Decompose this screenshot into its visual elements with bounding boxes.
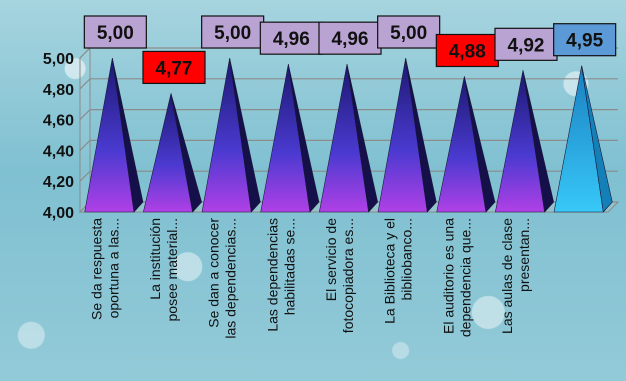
y-tick-label: 4,60: [43, 113, 74, 130]
data-label-text: 4,95: [566, 31, 603, 52]
category-label: dependencia que...: [457, 218, 473, 337]
bar: [318, 64, 378, 213]
bar-side-face: [170, 93, 202, 213]
data-label-box: [553, 23, 617, 57]
data-label-text: 5,00: [214, 23, 251, 44]
data-label-box: [435, 33, 499, 68]
data-label-text: 4,92: [508, 35, 545, 56]
y-tick-label: 4,80: [43, 82, 74, 99]
y-tick-label: 5,00: [43, 51, 74, 68]
data-label-box: [201, 15, 265, 49]
category-label: presentan...: [516, 218, 532, 292]
category-label: La Biblioteca y el: [382, 218, 398, 324]
data-label-text: 4,96: [273, 29, 310, 50]
data-label: 5,00: [83, 15, 147, 49]
side-wall: [79, 46, 91, 214]
bar: [436, 76, 496, 213]
bar-side-face: [405, 57, 437, 213]
category-label: Las dependencias: [264, 218, 280, 332]
bar-side-face: [112, 57, 144, 213]
gridline: [79, 139, 618, 151]
category-label: fotocopiadora es...: [340, 218, 356, 333]
category-label: La institución: [147, 218, 163, 300]
data-label-box: [377, 15, 441, 49]
bar: [377, 57, 437, 213]
gridline: [79, 78, 618, 90]
category-label: El auditorio es una: [440, 218, 456, 334]
category-label: Se da respuesta: [88, 218, 104, 320]
data-label-box: [83, 15, 147, 49]
bar-side-face: [522, 70, 554, 213]
data-label: 4,77: [142, 50, 206, 85]
data-label: 5,00: [377, 15, 441, 49]
gridline: [79, 108, 618, 121]
data-label: 4,92: [494, 27, 558, 61]
data-label-text: 5,00: [390, 23, 427, 44]
bar-side-face: [229, 57, 261, 213]
y-tick-label: 4,40: [43, 143, 74, 160]
category-label: Se dan a conocer: [206, 218, 222, 328]
bar: [260, 64, 320, 213]
bar-side-face: [581, 65, 613, 213]
data-label: 4,96: [318, 21, 382, 55]
bar-side-face: [464, 76, 496, 213]
data-label: 4,88: [435, 33, 499, 68]
gridline: [79, 170, 618, 182]
data-label-box: [142, 50, 206, 85]
data-label: 4,96: [259, 21, 323, 55]
category-label: habilitadas se...: [281, 218, 297, 315]
category-label: posee material...: [164, 218, 180, 322]
data-label-box: [259, 21, 323, 55]
data-label-box: [494, 27, 558, 61]
data-label-text: 4,96: [332, 29, 369, 50]
data-label-box: [318, 21, 382, 55]
data-label: 5,00: [201, 15, 265, 49]
bar: [553, 65, 613, 213]
bar-side-face: [346, 64, 378, 213]
bar: [494, 70, 554, 213]
data-label-text: 4,77: [156, 58, 193, 79]
data-label: 4,95: [553, 23, 617, 57]
bar: [84, 57, 144, 213]
category-label: El servicio de: [323, 218, 339, 301]
bar: [201, 57, 261, 213]
category-label: bibliobanco...: [399, 218, 415, 301]
data-label-text: 5,00: [97, 23, 134, 44]
y-tick-label: 4,00: [43, 205, 74, 222]
bar: [142, 93, 202, 213]
category-label: oportuna a las...: [105, 218, 121, 318]
category-label: Las aulas de clase: [499, 218, 515, 334]
category-label: las dependencias...: [223, 218, 239, 339]
bar-side-face: [288, 64, 320, 213]
y-tick-label: 4,20: [43, 174, 74, 191]
data-label-text: 4,88: [449, 41, 486, 62]
